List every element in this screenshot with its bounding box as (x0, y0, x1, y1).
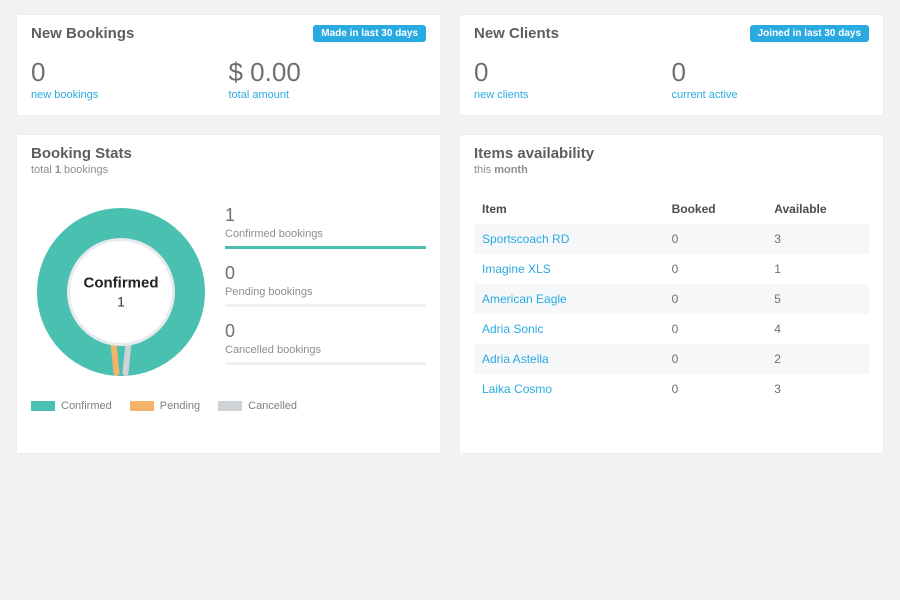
new-clients-count-value: 0 (474, 58, 672, 87)
available-cell: 4 (766, 314, 869, 344)
booking-stats-panel: Booking Stats total 1 bookings Confirmed (16, 134, 441, 454)
item-link[interactable]: Adria Sonic (482, 322, 543, 336)
item-link[interactable]: Sportscoach RD (482, 232, 569, 246)
cancelled-value: 0 (225, 321, 426, 342)
booking-stats-bars: 1 Confirmed bookings 0 Pending bookings … (225, 205, 426, 379)
current-active-stat: 0 current active (672, 58, 870, 101)
pending-label: Pending bookings (225, 286, 426, 298)
new-bookings-count-value: 0 (31, 58, 229, 87)
new-bookings-panel: New Bookings Made in last 30 days 0 new … (16, 14, 441, 116)
col-available-header: Available (766, 194, 869, 224)
new-clients-count-label: new clients (474, 89, 672, 101)
item-link[interactable]: Laika Cosmo (482, 382, 552, 396)
donut-center-value: 1 (84, 293, 159, 309)
availability-subtitle: this month (474, 164, 869, 176)
new-bookings-count-label: new bookings (31, 89, 229, 101)
booked-cell: 0 (664, 374, 767, 404)
new-clients-title: New Clients (474, 25, 559, 42)
new-clients-badge: Joined in last 30 days (750, 25, 869, 42)
confirmed-label: Confirmed bookings (225, 228, 426, 240)
new-clients-count-stat: 0 new clients (474, 58, 672, 101)
booking-stats-donut: Confirmed 1 (31, 202, 211, 382)
availability-title: Items availability (474, 145, 869, 162)
new-bookings-amount-stat: $ 0.00 total amount (229, 58, 427, 101)
availability-table: Item Booked Available Sportscoach RD03Im… (474, 194, 869, 404)
booking-stats-legend: Confirmed Pending Cancelled (17, 392, 440, 426)
new-bookings-count-stat: 0 new bookings (31, 58, 229, 101)
booked-cell: 0 (664, 254, 767, 284)
col-booked-header: Booked (664, 194, 767, 224)
current-active-value: 0 (672, 58, 870, 87)
available-cell: 3 (766, 374, 869, 404)
confirmed-value: 1 (225, 205, 426, 226)
confirmed-bar-item: 1 Confirmed bookings (225, 205, 426, 249)
booked-cell: 0 (664, 284, 767, 314)
items-availability-panel: Items availability this month Item Booke… (459, 134, 884, 454)
table-row: Sportscoach RD 03 (474, 224, 869, 254)
available-cell: 1 (766, 254, 869, 284)
legend-pending: Pending (130, 400, 200, 412)
booked-cell: 0 (664, 224, 767, 254)
new-bookings-badge: Made in last 30 days (313, 25, 426, 42)
booked-cell: 0 (664, 314, 767, 344)
legend-confirmed: Confirmed (31, 400, 112, 412)
cancelled-bar-item: 0 Cancelled bookings (225, 321, 426, 365)
booking-stats-title: Booking Stats (31, 145, 426, 162)
item-link[interactable]: Imagine XLS (482, 262, 551, 276)
current-active-label: current active (672, 89, 870, 101)
available-cell: 5 (766, 284, 869, 314)
table-row: Imagine XLS 01 (474, 254, 869, 284)
donut-center-label: Confirmed (84, 274, 159, 291)
item-link[interactable]: American Eagle (482, 292, 567, 306)
table-row: American Eagle 05 (474, 284, 869, 314)
legend-cancelled: Cancelled (218, 400, 297, 412)
col-item-header: Item (474, 194, 664, 224)
pending-value: 0 (225, 263, 426, 284)
item-link[interactable]: Adria Astella (482, 352, 549, 366)
table-row: Laika Cosmo 03 (474, 374, 869, 404)
cancelled-label: Cancelled bookings (225, 344, 426, 356)
table-row: Adria Astella 02 (474, 344, 869, 374)
new-bookings-amount-label: total amount (229, 89, 427, 101)
new-bookings-title: New Bookings (31, 25, 134, 42)
table-row: Adria Sonic 04 (474, 314, 869, 344)
available-cell: 3 (766, 224, 869, 254)
confirmed-bar-fill (225, 246, 426, 249)
available-cell: 2 (766, 344, 869, 374)
new-clients-panel: New Clients Joined in last 30 days 0 new… (459, 14, 884, 116)
booked-cell: 0 (664, 344, 767, 374)
pending-bar-item: 0 Pending bookings (225, 263, 426, 307)
booking-stats-subtitle: total 1 bookings (31, 164, 426, 176)
new-bookings-amount-value: $ 0.00 (229, 58, 427, 87)
